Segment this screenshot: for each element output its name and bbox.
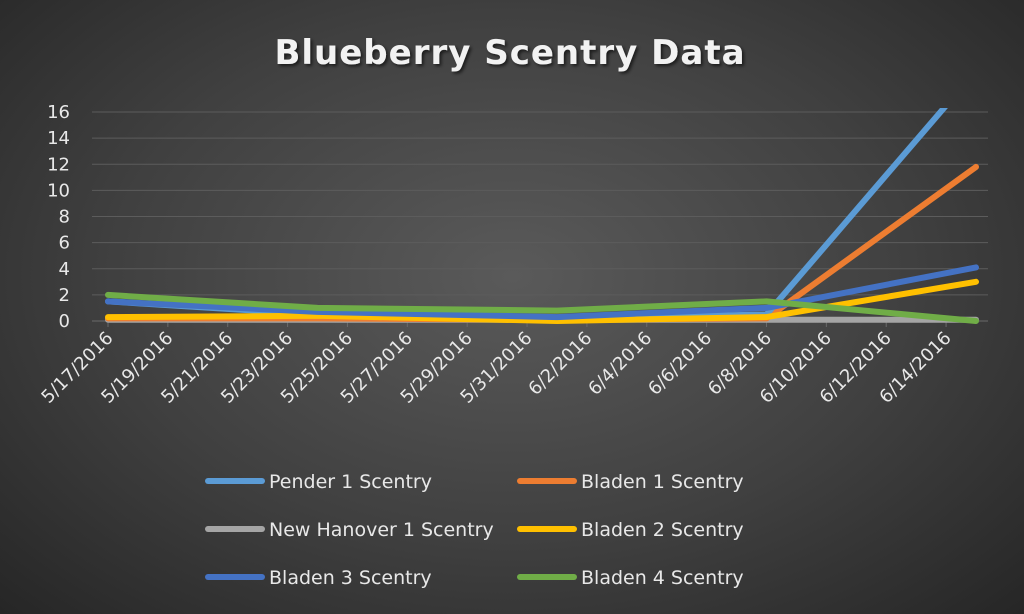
legend-label: Bladen 4 Scentry (581, 567, 744, 589)
series-line-bladen-4-scentry (105, 291, 979, 324)
x-tick-label: 6/4/2016 (584, 328, 656, 400)
y-axis: 0 2 4 6 8 10 12 14 16 (47, 102, 70, 332)
y-tick-label: 0 (59, 311, 70, 332)
y-tick-label: 2 (59, 285, 70, 306)
legend-item: Pender 1 Scentry (205, 471, 432, 493)
y-tick-label: 8 (59, 207, 70, 228)
legend-label: Bladen 3 Scentry (269, 567, 432, 589)
legend-item: New Hanover 1 Scentry (205, 519, 494, 541)
y-tick-label: 14 (47, 128, 70, 149)
series-line-bladen-1-scentry (105, 163, 979, 323)
y-tick-label: 16 (47, 102, 70, 123)
series-line-pender-1-scentry (105, 108, 948, 322)
y-tick-label: 12 (47, 154, 70, 175)
legend-label: Bladen 2 Scentry (581, 519, 744, 541)
legend-item: Bladen 4 Scentry (517, 567, 744, 589)
y-tick-label: 10 (47, 180, 70, 201)
x-tick-label: 6/6/2016 (644, 328, 716, 400)
y-tick-label: 4 (59, 259, 70, 280)
legend: Pender 1 Scentry Bladen 1 Scentry New Hano… (205, 471, 744, 589)
legend-item: Bladen 1 Scentry (517, 471, 744, 493)
legend-label: Pender 1 Scentry (269, 471, 432, 493)
chart-title: Blueberry Scentry Data (274, 33, 745, 73)
gridlines (92, 111, 988, 322)
legend-label: New Hanover 1 Scentry (269, 519, 494, 541)
legend-item: Bladen 2 Scentry (517, 519, 744, 541)
x-tick-label: 6/2/2016 (524, 328, 596, 400)
y-tick-label: 6 (59, 233, 70, 254)
x-axis: 5/17/20165/19/20165/21/20165/23/20165/25… (37, 321, 956, 408)
series-line-bladen-3-scentry (105, 264, 979, 321)
legend-label: Bladen 1 Scentry (581, 471, 744, 493)
series-lines (105, 108, 979, 324)
legend-item: Bladen 3 Scentry (205, 567, 432, 589)
